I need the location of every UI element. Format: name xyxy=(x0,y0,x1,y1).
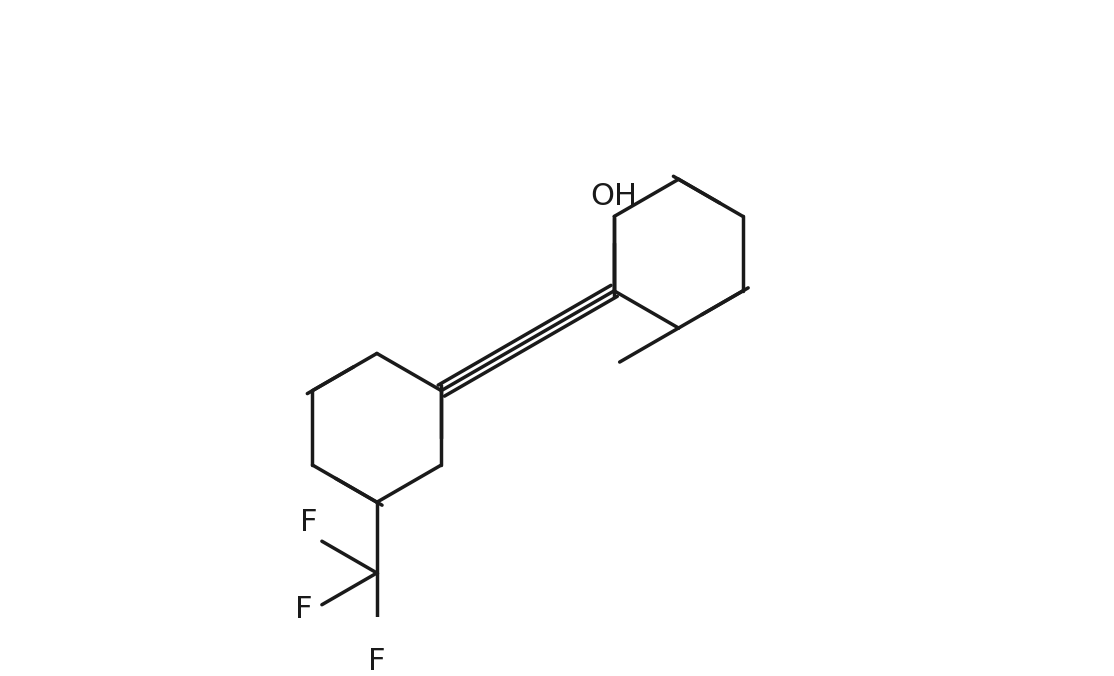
Text: OH: OH xyxy=(590,182,637,211)
Text: F: F xyxy=(300,508,317,537)
Text: F: F xyxy=(295,595,313,624)
Text: F: F xyxy=(368,648,385,676)
